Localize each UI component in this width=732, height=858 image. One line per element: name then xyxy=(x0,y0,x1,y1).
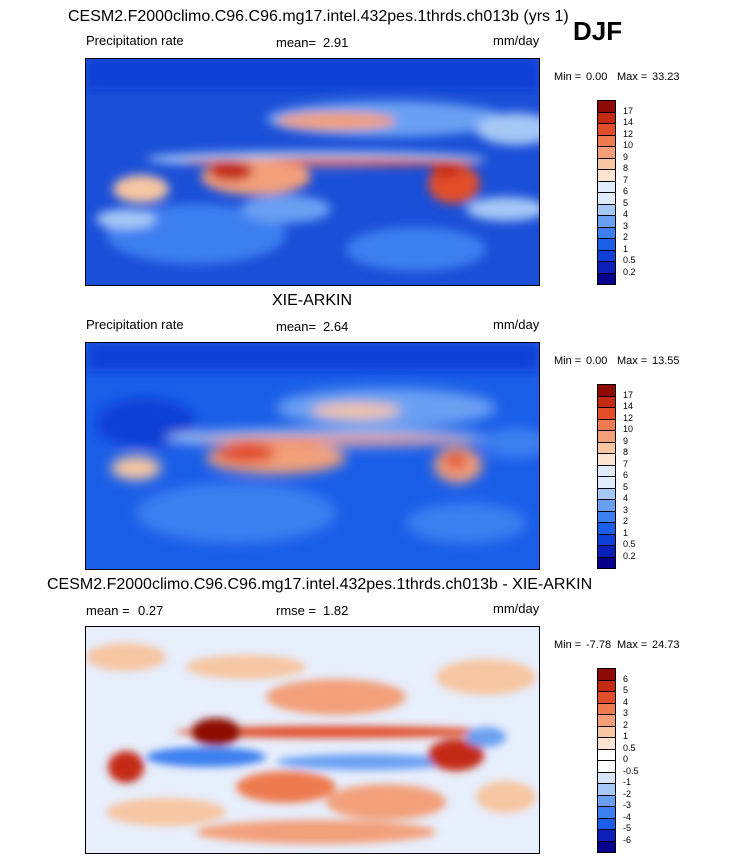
colorbar-tick-label: 4 xyxy=(623,696,629,707)
colorbar-tick-label: 0.5 xyxy=(623,539,636,549)
panel2-title: XIE-ARKIN xyxy=(272,292,353,309)
colorbar-tick-label: 9 xyxy=(623,151,629,162)
colorbar-tick-label: 1 xyxy=(623,527,629,538)
colorbar-tick-label: 5 xyxy=(623,197,629,208)
colorbar-tick-label: -5 xyxy=(623,823,632,833)
colorbar-tick-label: 10 xyxy=(623,424,634,434)
panel1-title: CESM2.F2000climo.C96.C96.mg17.intel.432p… xyxy=(68,8,569,25)
colorbar-tick-label: 17 xyxy=(623,105,634,116)
colorbar-tick-label: 3 xyxy=(623,504,629,515)
panel3-mean-label: mean = xyxy=(86,603,130,618)
panel3-rmse-label: rmse = xyxy=(276,603,317,618)
colorbar-tick-label: -6 xyxy=(623,834,632,845)
colorbar-tick-label: 0 xyxy=(623,754,629,764)
colorbar-tick-label: 0.2 xyxy=(623,550,636,561)
colorbar-tick-label: 7 xyxy=(623,458,629,469)
colorbar-tick-label: 10 xyxy=(623,140,634,150)
panel1-mean-value: 2.91 xyxy=(323,35,349,50)
colorbar-tick-label: 1 xyxy=(623,243,629,254)
panel2-min-value: 0.00 xyxy=(586,355,608,367)
panel3-map-field xyxy=(86,627,539,853)
panel1-max-label: Max = xyxy=(617,71,648,83)
colorbar-tick-label: 9 xyxy=(623,435,629,446)
colorbar-tick-label: 8 xyxy=(623,163,629,173)
colorbar-tick-label: 3 xyxy=(623,708,629,718)
colorbar-tick-label: -1 xyxy=(623,777,632,787)
colorbar-swatch xyxy=(597,272,616,285)
panel2-mean-label: mean= xyxy=(276,319,317,334)
colorbar-tick-label: 2 xyxy=(623,516,629,526)
colorbar-tick-label: 6 xyxy=(623,186,629,196)
panel2-units: mm/day xyxy=(493,317,540,332)
colorbar-tick-label: 0.5 xyxy=(623,742,636,753)
colorbar-tick-label: 6 xyxy=(623,673,629,684)
panel1-min-label: Min = xyxy=(554,71,582,83)
colorbar-tick-label: 14 xyxy=(623,401,634,411)
panel3-max-value: 24.73 xyxy=(652,639,680,651)
colorbar-swatch xyxy=(597,840,616,853)
panel3-rmse-value: 1.82 xyxy=(323,603,349,618)
panel2-map-field xyxy=(86,343,539,569)
colorbar-tick-label: 17 xyxy=(623,389,634,400)
colorbar-tick-label: -2 xyxy=(623,788,632,799)
colorbar-tick-label: 7 xyxy=(623,174,629,185)
panel3-max-label: Max = xyxy=(617,639,648,651)
colorbar-tick-label: 0.5 xyxy=(623,255,636,265)
panel2-mean-value: 2.64 xyxy=(323,319,349,334)
colorbar-tick-label: 5 xyxy=(623,685,629,695)
colorbar-tick-label: 4 xyxy=(623,493,629,503)
colorbar-swatch xyxy=(597,556,616,569)
panel3-min-label: Min = xyxy=(554,639,582,651)
panel2-map xyxy=(85,342,540,570)
panel3-min-value: -7.78 xyxy=(586,639,612,651)
panel1-min-value: 0.00 xyxy=(586,71,608,83)
panel3-title: CESM2.F2000climo.C96.C96.mg17.intel.432p… xyxy=(47,576,593,593)
colorbar-tick-label: 14 xyxy=(623,117,634,127)
panel1-max-value: 33.23 xyxy=(652,71,680,83)
colorbar-tick-label: -3 xyxy=(623,800,632,810)
colorbar-tick-label: 12 xyxy=(623,412,634,423)
colorbar-tick-label: 3 xyxy=(623,220,629,231)
colorbar-tick-label: 6 xyxy=(623,470,629,480)
season-label: DJF xyxy=(573,16,623,46)
panel2-variable-label: Precipitation rate xyxy=(86,317,184,332)
colorbar-tick-label: 4 xyxy=(623,209,629,219)
colorbar-tick-label: -0.5 xyxy=(623,765,639,776)
panel3-units: mm/day xyxy=(493,601,540,616)
panel3-map xyxy=(85,626,540,854)
panel1-map-field xyxy=(86,59,539,285)
panel1-units: mm/day xyxy=(493,33,540,48)
colorbar-tick-label: 12 xyxy=(623,128,634,139)
panel1-variable-label: Precipitation rate xyxy=(86,33,184,48)
colorbar-tick-label: 2 xyxy=(623,719,629,730)
panel1-mean-label: mean= xyxy=(276,35,317,50)
colorbar-tick-label: 8 xyxy=(623,447,629,457)
colorbar-tick-label: 1 xyxy=(623,731,629,741)
panel2-max-value: 13.55 xyxy=(652,355,680,367)
panel2-max-label: Max = xyxy=(617,355,648,367)
colorbar-tick-label: 5 xyxy=(623,481,629,492)
panel3-mean-value: 0.27 xyxy=(138,603,164,618)
colorbar-tick-label: 0.2 xyxy=(623,266,636,277)
colorbar-tick-label: -4 xyxy=(623,811,632,822)
panel1-map xyxy=(85,58,540,286)
colorbar-tick-label: 2 xyxy=(623,232,629,242)
panel2-min-label: Min = xyxy=(554,355,582,367)
